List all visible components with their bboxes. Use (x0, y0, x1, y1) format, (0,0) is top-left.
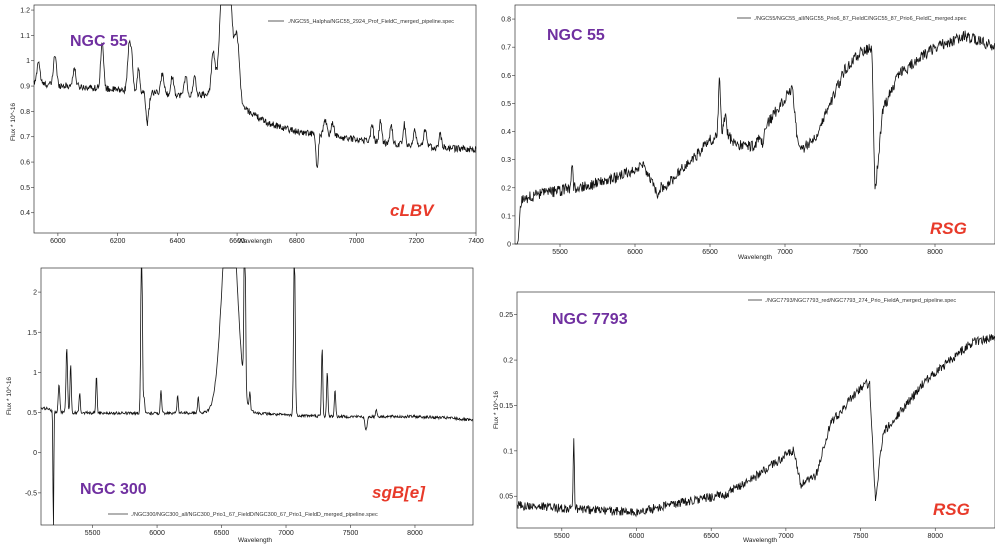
x-tick-label: 7000 (278, 530, 294, 537)
y-tick-label: 0.5 (20, 185, 30, 192)
y-axis-label: Flux * 10^-16 (10, 103, 17, 141)
spectrum-line (516, 333, 995, 518)
y-tick-label: 0.2 (503, 358, 513, 365)
spectrum-line (33, 4, 477, 168)
object-label: NGC 300 (80, 481, 147, 498)
spectrum-line (40, 267, 474, 526)
plot-frame (516, 291, 995, 529)
y-tick-label: 0.6 (20, 160, 30, 167)
y-tick-label: 1.5 (27, 330, 37, 337)
x-axis-label: Wavelength (238, 238, 272, 245)
y-tick-label: 0 (507, 242, 511, 249)
legend-label: ./NGC55/NGC55_all/NGC55_Prio6_87_FieldC/… (754, 16, 967, 22)
y-tick-label: 1.1 (20, 33, 30, 40)
y-tick-label: 0.6 (501, 73, 511, 80)
y-tick-label: 1 (33, 370, 37, 377)
y-ticks: -0.5 0 0.5 1 1.5 2 (25, 290, 41, 497)
y-tick-label: 0.2 (501, 185, 511, 192)
y-ticks: 0 0.1 0.2 0.3 0.4 0.5 0.6 0.7 0.8 (501, 17, 515, 249)
object-label: NGC 7793 (552, 311, 628, 328)
x-tick-label: 8000 (927, 249, 943, 256)
x-tick-label: 6600 (229, 238, 245, 245)
classification-label: RSG (930, 219, 967, 238)
y-tick-label: 0.5 (27, 410, 37, 417)
classification-label: cLBV (390, 201, 435, 220)
panel-ngc7793-rsg: 5500 6000 6500 7000 7500 8000 0.050.10.150.20… (493, 291, 995, 544)
y-tick-label: -0.5 (25, 490, 37, 497)
x-ticks: 5500 6000 6500 7000 7500 8000 (85, 525, 423, 537)
y-ticks: 0.05 0.1 0.15 0.2 0.25 (499, 312, 517, 501)
object-label: NGC 55 (547, 27, 605, 44)
x-tick-label: 7000 (778, 533, 794, 540)
x-tick-label: 7500 (343, 530, 359, 537)
x-axis-label: Wavelength (238, 537, 272, 544)
y-tick-label: 2 (33, 290, 37, 297)
y-tick-label: 0.8 (501, 17, 511, 24)
y-tick-label: 0.7 (501, 45, 511, 52)
plot-frame (33, 4, 477, 234)
spectrum-line (515, 30, 995, 245)
x-tick-label: 6000 (629, 533, 645, 540)
legend-label: ./NGC55_Halpha/NGC55_2924_Prof_FieldC_me… (288, 19, 454, 25)
x-tick-label: 6500 (703, 533, 719, 540)
plot-frame (514, 4, 995, 245)
object-label: NGC 55 (70, 33, 128, 50)
x-tick-label: 5500 (85, 530, 101, 537)
x-ticks: 6000 6200 6400 6600 6800 7000 7200 7400 (50, 233, 484, 245)
classification-label: RSG (933, 500, 970, 519)
y-tick-label: 0.25 (499, 312, 513, 319)
x-axis-label: Wavelength (743, 537, 777, 544)
classification-label: sgB[e] (372, 483, 426, 502)
y-tick-label: 0.05 (499, 494, 513, 501)
x-tick-label: 7400 (468, 238, 484, 245)
panel-ngc300-sgbe: 5500 6000 6500 7000 7500 8000 -0.5 0 0.5 1 1.5 2 .… (6, 267, 474, 544)
y-tick-label: 0.8 (20, 109, 30, 116)
y-tick-label: 0.3 (501, 157, 511, 164)
x-tick-label: 6000 (149, 530, 165, 537)
y-tick-label: 0.9 (20, 84, 30, 91)
legend-label: ./NGC300/NGC300_all/NGC300_Prio1_67_Fiel… (131, 512, 378, 518)
x-tick-label: 7500 (853, 533, 869, 540)
x-tick-label: 6500 (214, 530, 230, 537)
y-tick-label: 0.4 (501, 129, 511, 136)
x-tick-label: 6200 (110, 238, 126, 245)
x-tick-label: 6500 (702, 249, 718, 256)
y-tick-label: 0.4 (20, 210, 30, 217)
y-ticks: 0.4 0.5 0.6 0.7 0.8 0.9 1 1.1 1.2 (20, 8, 34, 217)
plot-frame (40, 267, 474, 526)
x-tick-label: 6000 (627, 249, 643, 256)
y-axis-label: Flux * 10^-16 (493, 391, 500, 429)
x-tick-label: 7000 (349, 238, 365, 245)
x-tick-label: 6000 (50, 238, 66, 245)
y-tick-label: 0 (33, 450, 37, 457)
x-ticks: 5500 6000 6500 7000 7500 8000 (552, 244, 943, 256)
y-tick-label: 0.15 (499, 403, 513, 410)
x-tick-label: 5500 (552, 249, 568, 256)
x-tick-label: 7000 (777, 249, 793, 256)
x-tick-label: 5500 (554, 533, 570, 540)
x-ticks: 5500 6000 6500 7000 7500 8000 (554, 528, 943, 540)
x-tick-label: 8000 (407, 530, 423, 537)
y-tick-label: 0.1 (501, 213, 511, 220)
y-tick-label: 0.7 (20, 134, 30, 141)
panel-ngc55-rsg: 5500 6000 6500 7000 7500 8000 0 0.1 0.2 0.3 0.4 0.… (501, 4, 995, 261)
x-axis-label: Wavelength (738, 254, 772, 261)
x-tick-label: 7500 (852, 249, 868, 256)
x-tick-label: 7200 (408, 238, 424, 245)
x-tick-label: 8000 (927, 533, 943, 540)
y-axis-label: Flux * 10^-16 (6, 377, 13, 415)
y-tick-label: 0.1 (503, 448, 513, 455)
x-tick-label: 6800 (289, 238, 305, 245)
y-tick-label: 0.5 (501, 101, 511, 108)
y-tick-label: 1 (26, 58, 30, 65)
legend-label: ./NGC7793/NGC7793_red/NGC7793_274_Prio_F… (765, 298, 956, 304)
x-tick-label: 6400 (170, 238, 186, 245)
panel-ngc55-clbv: 6000 6200 6400 6600 6800 7000 7200 7400 0.40.50… (10, 4, 484, 245)
y-tick-label: 1.2 (20, 8, 30, 15)
